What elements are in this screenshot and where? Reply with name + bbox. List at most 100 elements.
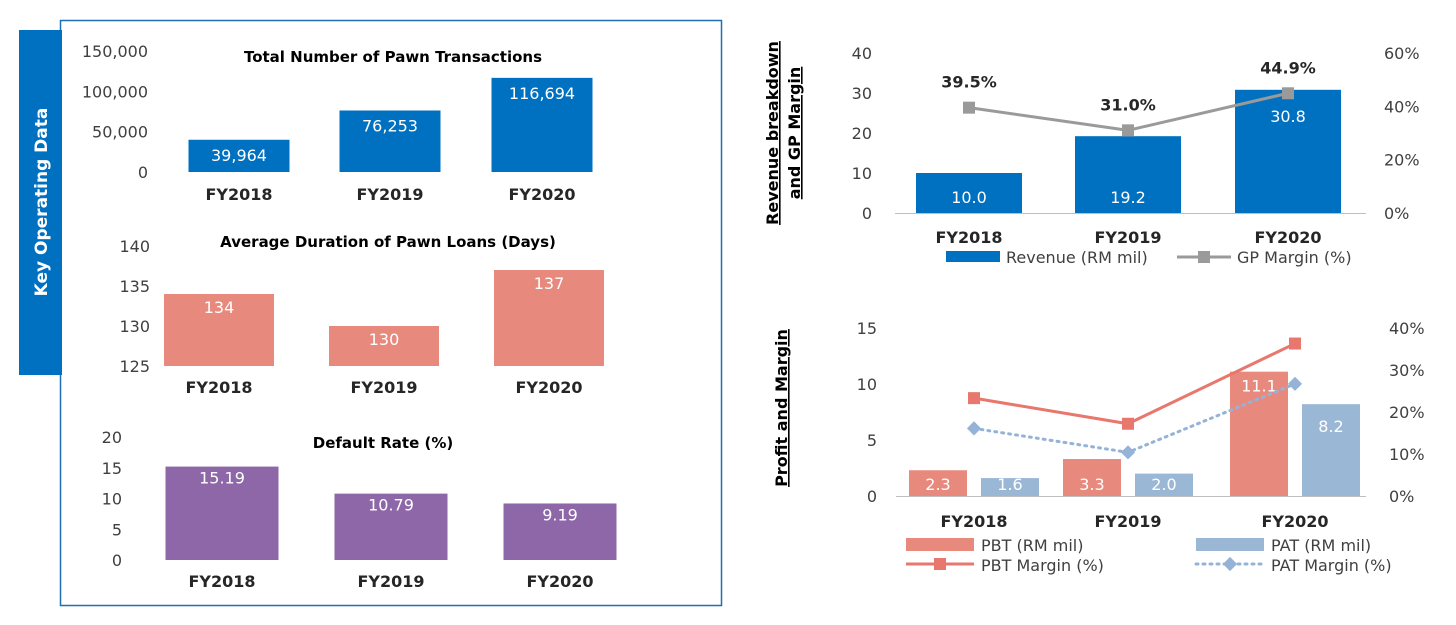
- pat-value-label: 8.2: [1318, 417, 1343, 436]
- bar-value-label: 116,694: [509, 84, 575, 103]
- bar: [494, 270, 604, 366]
- legend-pbt-label: PBT (RM mil): [981, 536, 1083, 555]
- y2-tick-label: 40%: [1389, 319, 1425, 338]
- y-tick-label: 20: [102, 428, 122, 447]
- bar-value-label: 10.79: [368, 496, 414, 515]
- pbt-margin-marker: [968, 392, 980, 405]
- y-tick-label: 40: [852, 44, 872, 63]
- pat-margin-marker: [966, 421, 982, 436]
- x-category-label: FY2018: [935, 228, 1002, 247]
- bar: [188, 139, 290, 172]
- y2-tick-label: 40%: [1384, 97, 1420, 116]
- legend-pbt-swatch: [906, 538, 974, 551]
- legend-pat-swatch: [1196, 538, 1264, 551]
- y-tick-label: 15: [857, 319, 877, 338]
- bar: [491, 77, 593, 172]
- pat-bar: [1302, 404, 1360, 496]
- y-tick-label: 0: [867, 487, 877, 506]
- y-tick-label: 10: [852, 164, 872, 183]
- y2-tick-label: 60%: [1384, 44, 1420, 63]
- x-category-label: FY2020: [1254, 228, 1321, 247]
- x-category-label: FY2020: [508, 185, 575, 204]
- x-category-label: FY2019: [356, 185, 423, 204]
- x-category-label: FY2018: [188, 572, 255, 591]
- pbt-bar: [1230, 371, 1288, 496]
- bar: [165, 466, 279, 560]
- y-tick-label: 135: [119, 277, 150, 296]
- legend-revenue-swatch: [946, 251, 1000, 262]
- legend-gp-marker: [1198, 251, 1210, 263]
- y-tick-label: 10: [857, 375, 877, 394]
- pat-bar: [981, 478, 1039, 496]
- y-tick-label: 5: [112, 520, 122, 539]
- y-tick-label: 30: [852, 84, 872, 103]
- x-category-label: FY2020: [526, 572, 593, 591]
- y-tick-label: 20: [852, 124, 872, 143]
- chart-title: Default Rate (%): [313, 434, 453, 452]
- pbt-margin-marker: [1122, 417, 1134, 430]
- bar-value-label: 9.19: [542, 505, 578, 524]
- key-operating-data-label: Key Operating Data: [32, 108, 52, 297]
- x-category-label: FY2020: [1261, 512, 1328, 531]
- pat-margin-marker: [1120, 445, 1136, 460]
- side-label-line-1: Revenue breakdown: [763, 41, 782, 225]
- legend-pbt-margin-label: PBT Margin (%): [981, 556, 1104, 575]
- legend-pat-label: PAT (RM mil): [1271, 536, 1371, 555]
- gp-margin-marker: [1282, 87, 1294, 100]
- revenue-value-label: 30.8: [1270, 107, 1306, 126]
- y-tick-label: 15: [102, 459, 122, 478]
- revenue-bar: [1235, 89, 1341, 213]
- x-category-label: FY2020: [515, 378, 582, 397]
- bar: [339, 110, 441, 172]
- pat-value-label: 1.6: [997, 475, 1022, 494]
- y2-tick-label: 0%: [1389, 487, 1414, 506]
- pbt-bar: [1063, 459, 1121, 496]
- legend-pbt-margin-marker: [934, 558, 946, 570]
- y-tick-label: 0: [138, 163, 148, 182]
- y-tick-label: 0: [112, 551, 122, 570]
- bar-value-label: 15.19: [199, 469, 245, 488]
- gp-margin-marker: [963, 101, 975, 114]
- legend-revenue-label: Revenue (RM mil): [1006, 248, 1148, 267]
- y-tick-label: 125: [119, 357, 150, 376]
- pbt-value-label: 11.1: [1241, 377, 1277, 396]
- bar-value-label: 137: [534, 274, 565, 293]
- bar: [164, 294, 274, 366]
- pbt-value-label: 2.3: [925, 475, 950, 494]
- gp-margin-marker: [1122, 124, 1134, 137]
- y-tick-label: 5: [867, 431, 877, 450]
- chart-title: Average Duration of Pawn Loans (Days): [220, 233, 556, 251]
- y-tick-label: 10: [102, 490, 122, 509]
- y-tick-label: 130: [119, 317, 150, 336]
- gp-margin-label: 44.9%: [1260, 58, 1316, 77]
- x-category-label: FY2018: [940, 512, 1007, 531]
- legend-pat-margin-label: PAT Margin (%): [1271, 556, 1392, 575]
- gp-margin-label: 39.5%: [941, 73, 997, 92]
- y-tick-label: 140: [119, 237, 150, 256]
- y2-tick-label: 30%: [1389, 361, 1425, 380]
- bar-value-label: 134: [204, 298, 235, 317]
- side-label-line-2: and GP Margin: [785, 67, 804, 200]
- y2-tick-label: 20%: [1389, 403, 1425, 422]
- bar: [334, 493, 448, 560]
- x-category-label: FY2019: [1094, 512, 1161, 531]
- revenue-gp-margin-chart: 0 10 20 30 40 0% 20% 40% 60% 10.0 FY2018 19.2 FY2019…: [763, 41, 1420, 267]
- y2-tick-label: 20%: [1384, 151, 1420, 170]
- y-tick-label: 0: [862, 204, 872, 223]
- pawn-loan-duration-chart: 125 130 135 140 134 FY2018 130 FY2019 137 FY2020 A…: [119, 233, 604, 397]
- legend-gp-label: GP Margin (%): [1237, 248, 1352, 267]
- revenue-bar: [1075, 136, 1181, 213]
- x-category-label: FY2018: [185, 378, 252, 397]
- pat-value-label: 2.0: [1151, 475, 1176, 494]
- y2-tick-label: 0%: [1384, 204, 1409, 223]
- bar-value-label: 76,253: [362, 116, 418, 135]
- default-rate-chart: 0 5 10 15 20 15.19 FY2018 10.79 FY2019 9.19 FY2020…: [102, 428, 617, 591]
- pawn-transactions-chart: 0 50,000 100,000 150,000 39,964 FY2018 76,253 F…: [82, 42, 593, 204]
- side-label: Profit and Margin: [772, 329, 791, 487]
- profit-margin-chart: 0 5 10 15 0% 10% 20% 30% 40% 2.3 3.3 11.1 1.6 2.0 8.2 F…: [772, 319, 1425, 575]
- gp-margin-label: 31.0%: [1100, 95, 1156, 114]
- pbt-value-label: 3.3: [1079, 475, 1104, 494]
- bar-value-label: 39,964: [211, 146, 267, 165]
- x-category-label: FY2019: [357, 572, 424, 591]
- chart-title: Total Number of Pawn Transactions: [244, 48, 542, 66]
